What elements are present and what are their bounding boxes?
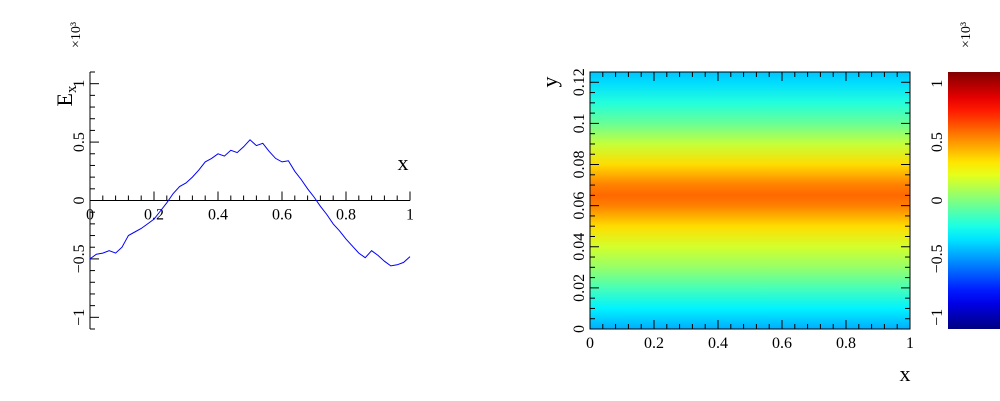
colorbar-tick-label: −1 bbox=[929, 309, 946, 326]
y-exponent-label: ×10³ bbox=[69, 22, 84, 48]
ex-series-line bbox=[89, 139, 411, 267]
heatmap-y-tick-label: 0.12 bbox=[571, 68, 588, 96]
x-axis-label: x bbox=[398, 150, 409, 175]
y-axis-label: Ex bbox=[52, 85, 80, 106]
colorbar-tick-label: 0.5 bbox=[929, 132, 946, 152]
x-tick-label: 1 bbox=[406, 207, 414, 224]
y-tick-label: 1 bbox=[71, 80, 88, 88]
heatmap-y-tick-label: 0.1 bbox=[571, 113, 588, 133]
heatmap-y-tick-label: 0.08 bbox=[571, 151, 588, 179]
y-tick-label: 0.5 bbox=[71, 132, 88, 152]
colorbar-tick-label: 1 bbox=[929, 80, 946, 88]
y-tick-label: −1 bbox=[71, 309, 88, 326]
colorbar-exponent-label: ×10³ bbox=[959, 22, 974, 48]
x-tick-label: 0.6 bbox=[272, 207, 292, 224]
y-axis-ticks: −1 −0.5 0 0.5 1 bbox=[71, 71, 99, 330]
colorbar-tick-label: −0.5 bbox=[929, 244, 946, 273]
colorbar bbox=[948, 72, 1000, 329]
y-tick-label: 0 bbox=[71, 197, 88, 205]
heatmap-x-axis-label: x bbox=[900, 361, 911, 386]
x-tick-label: 0.8 bbox=[336, 207, 356, 224]
heatmap-x-tick-label: 0.4 bbox=[708, 335, 728, 352]
heatmap-y-tick-label: 0 bbox=[571, 325, 588, 333]
y-tick-label: −0.5 bbox=[71, 244, 88, 273]
heatmap-field bbox=[590, 72, 910, 329]
heatmap-y-tick-label: 0.06 bbox=[571, 192, 588, 220]
x-tick-label: 0.4 bbox=[208, 207, 228, 224]
heatmap-frame bbox=[589, 71, 911, 330]
x-tick-label: 0 bbox=[86, 207, 94, 224]
heatmap-y-ticks: 0 0.02 0.04 0.06 0.08 0.1 0.12 bbox=[571, 68, 910, 333]
heatmap-x-tick-label: 0.2 bbox=[644, 335, 664, 352]
colorbar-tick-label: 0 bbox=[929, 197, 946, 205]
x-axis-ticks: 0 0.2 0.4 0.6 0.8 1 bbox=[86, 191, 414, 224]
heatmap-chart: 0 0.2 0.4 0.6 0.8 1 00.020.040.060.080.10.12 … bbox=[537, 22, 1000, 386]
heatmap-x-tick-label: 1 bbox=[906, 335, 914, 352]
heatmap-x-tick-label: 0 bbox=[586, 335, 594, 352]
colorbar-ticks: −1 −0.5 0 0.5 1 bbox=[929, 80, 946, 326]
heatmap-y-tick-label: 0.04 bbox=[571, 233, 588, 261]
heatmap-x-tick-label: 0.6 bbox=[772, 335, 792, 352]
heatmap-y-axis-label: y bbox=[537, 77, 562, 88]
heatmap-x-tick-label: 0.8 bbox=[836, 335, 856, 352]
x-tick-label: 0.2 bbox=[144, 207, 164, 224]
line-chart: 0 0.2 0.4 0.6 0.8 1 −1 −0.5 0 0.5 1 ×10³ Ex x bbox=[52, 22, 414, 330]
heatmap-y-tick-label: 0.02 bbox=[571, 274, 588, 302]
heatmap-x-ticks: 0 0.2 0.4 0.6 0.8 1 bbox=[586, 72, 914, 352]
